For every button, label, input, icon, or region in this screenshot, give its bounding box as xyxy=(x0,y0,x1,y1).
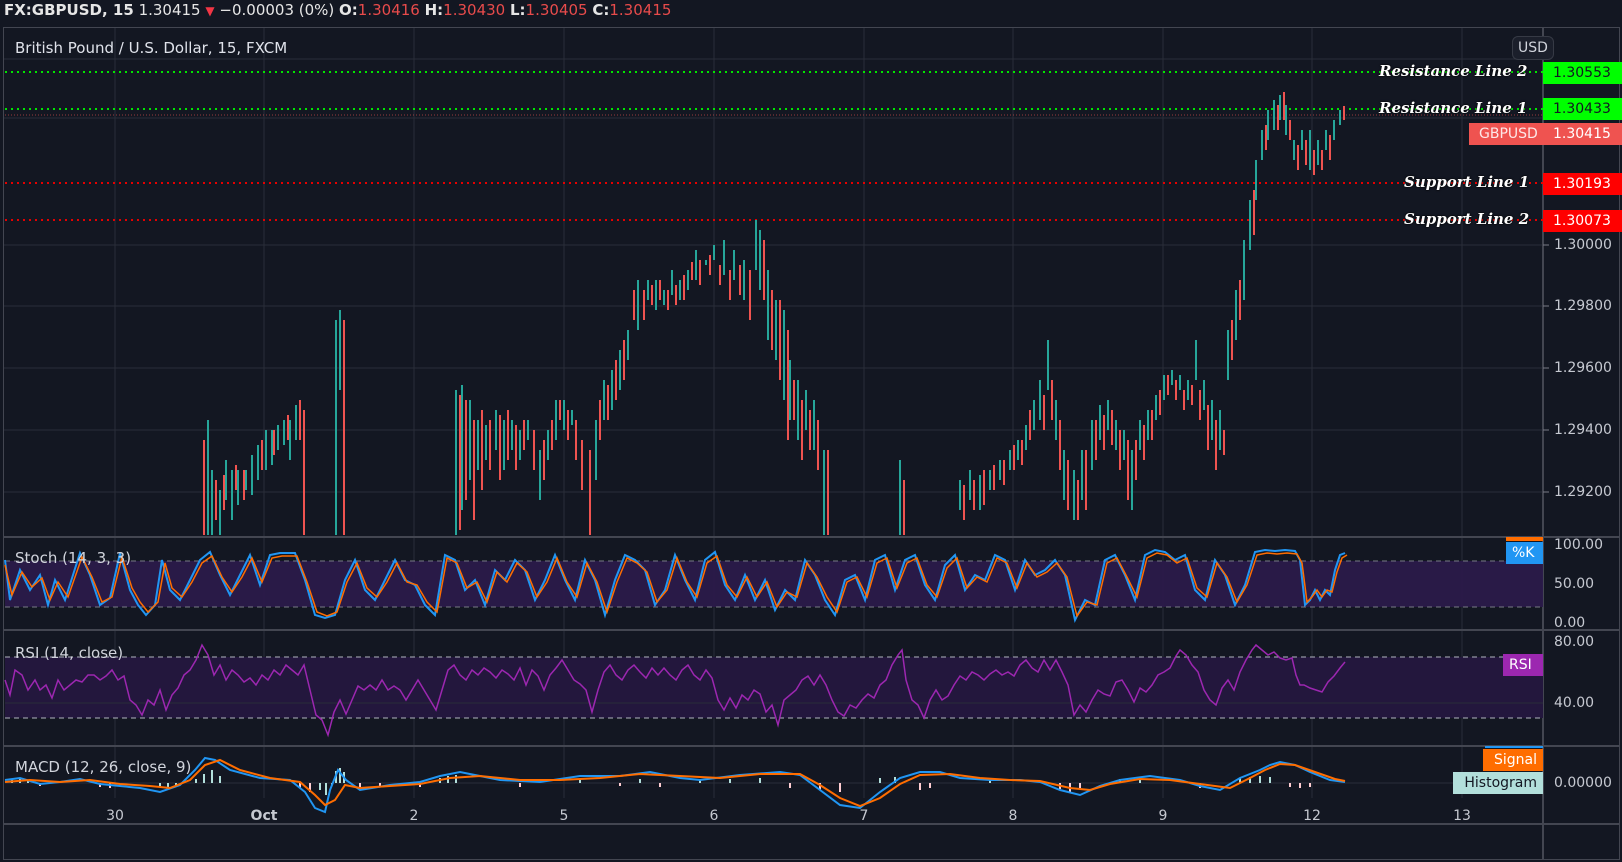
rsi-tag: RSI xyxy=(1503,654,1543,676)
down-arrow-icon: ▼ xyxy=(205,4,215,18)
rsi-line xyxy=(4,643,1346,738)
open-label: O: xyxy=(339,1,358,19)
price-axis-label: 1.29400 xyxy=(1554,422,1612,438)
time-axis-label: 7 xyxy=(859,808,869,824)
stoch-d-marker xyxy=(1506,537,1543,541)
rsi-band xyxy=(5,657,1543,718)
time-axis-label: 30 xyxy=(106,808,124,824)
price-change: −0.00003 (0%) xyxy=(219,1,335,19)
symbol-name[interactable]: FX:GBPUSD, 15 xyxy=(4,1,134,19)
level-lines[interactable] xyxy=(5,71,1543,221)
stoch-axis-label: 50.00 xyxy=(1554,576,1595,592)
low-value: 1.30405 xyxy=(525,1,588,19)
last-price-tag: 1.30415 xyxy=(1543,123,1622,145)
time-axis-label: 5 xyxy=(559,808,569,824)
chart-frame xyxy=(3,27,1620,860)
high-value: 1.30430 xyxy=(443,1,506,19)
last-price-symbol-tag: GBPUSD xyxy=(1469,123,1543,145)
close-label: C: xyxy=(592,1,610,19)
support-line-2-price-tag: 1.30073 xyxy=(1543,210,1622,232)
currency-badge[interactable]: USD xyxy=(1512,36,1554,60)
time-axis-label: 9 xyxy=(1158,808,1168,824)
time-axis-label: 8 xyxy=(1008,808,1018,824)
time-axis-label: 6 xyxy=(709,808,719,824)
macd-line xyxy=(4,756,1346,814)
stoch-axis-label: 100.00 xyxy=(1554,537,1603,553)
time-axis-label: 2 xyxy=(409,808,419,824)
price-axis-label: 1.29800 xyxy=(1554,298,1612,314)
last-price: 1.30415 xyxy=(138,1,201,19)
macd-signal-line xyxy=(4,758,1346,808)
rsi-title[interactable]: RSI (14, close) xyxy=(15,644,124,662)
macd-signal-tag: Signal xyxy=(1483,749,1543,771)
resistance-line-2-price-tag: 1.30553 xyxy=(1543,62,1622,84)
close-value: 1.30415 xyxy=(609,1,672,19)
rsi-axis-label: 80.00 xyxy=(1554,634,1595,650)
support-line-1-price-tag: 1.30193 xyxy=(1543,173,1622,195)
price-axis-ticks xyxy=(1543,244,1549,493)
open-value: 1.30416 xyxy=(357,1,420,19)
pane-separators[interactable] xyxy=(4,28,1620,860)
candlesticks[interactable] xyxy=(203,92,1345,535)
macd-histogram-tag: Histogram xyxy=(1453,772,1543,794)
resistance-line-1-price-tag: 1.30433 xyxy=(1543,98,1622,120)
stoch-k-tag: %K xyxy=(1506,542,1543,564)
macd-marker xyxy=(1485,746,1543,748)
stoch-axis-label: 0.00 xyxy=(1554,615,1586,631)
high-label: H: xyxy=(424,1,444,19)
price-axis-label: 1.30000 xyxy=(1554,237,1612,253)
macd-title[interactable]: MACD (12, 26, close, 9) xyxy=(15,758,192,776)
time-axis-label: 12 xyxy=(1303,808,1321,824)
symbol-header: FX:GBPUSD, 15 1.30415 ▼ −0.00003 (0%) O:… xyxy=(0,0,1622,22)
resistance-line-1-label: Resistance Line 1 xyxy=(1379,99,1528,117)
stoch-d-line xyxy=(4,552,1348,618)
price-axis-label: 1.29600 xyxy=(1554,360,1612,376)
stoch-k-line xyxy=(4,548,1346,623)
stoch-title[interactable]: Stoch (14, 3, 3) xyxy=(15,549,132,567)
price-axis-label: 1.29200 xyxy=(1554,484,1612,500)
resistance-line-2-label: Resistance Line 2 xyxy=(1379,62,1528,80)
time-axis-label: 13 xyxy=(1453,808,1471,824)
support-line-1-label: Support Line 1 xyxy=(1404,173,1530,191)
low-label: L: xyxy=(509,1,526,19)
rsi-axis-label: 40.00 xyxy=(1554,695,1595,711)
support-line-2-label: Support Line 2 xyxy=(1404,210,1530,228)
rsi-bounds xyxy=(5,656,1543,719)
macd-axis-label: 0.00000 xyxy=(1554,775,1612,791)
time-axis-label: Oct xyxy=(250,808,278,824)
chart-title[interactable]: British Pound / U.S. Dollar, 15, FXCM xyxy=(15,39,288,57)
